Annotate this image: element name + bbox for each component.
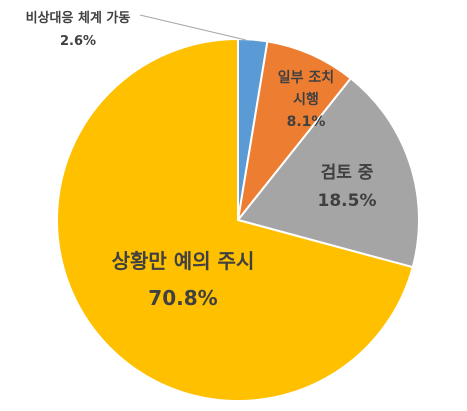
- pie-slice-2: [236, 40, 353, 224]
- slice-label-3: 검토 중: [321, 163, 374, 183]
- slice-value-3: 18.5%: [318, 191, 377, 211]
- slice-label-1: 비상대응 체계 가동: [26, 11, 131, 26]
- pie-slice-3: [236, 76, 420, 269]
- slice-label-2: 시행: [293, 92, 319, 108]
- slice-value-4: 70.8%: [148, 286, 217, 310]
- leader-line: [139, 14, 247, 41]
- slice-value-2: 8.1%: [287, 114, 326, 130]
- slice-label-4: 상황만 예의 주시: [112, 249, 255, 273]
- slice-label-2: 일부 조치: [278, 70, 334, 86]
- slice-value-1: 2.6%: [60, 34, 96, 49]
- pie-slice-4: [56, 37, 414, 402]
